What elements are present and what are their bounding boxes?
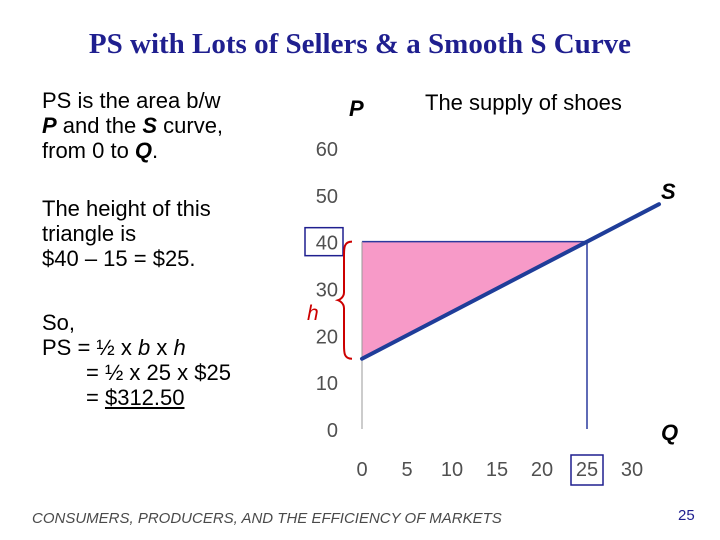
x-tick-label: 30 (621, 459, 643, 481)
y-tick-label: 30 (316, 280, 338, 302)
x-tick-label: 0 (356, 459, 367, 481)
y-tick-label: 20 (316, 326, 338, 348)
ps-definition-line-2: P and the S curve, (42, 113, 224, 138)
s-curve-label: S (661, 179, 676, 204)
footer-text: CONSUMERS, PRODUCERS, AND THE EFFICIENCY… (32, 510, 502, 527)
ps-definition-line-3: from 0 to Q. (42, 138, 159, 163)
slide-title: PS with Lots of Sellers & a Smooth S Cur… (88, 28, 632, 60)
supply-curve-0 (360, 202, 661, 361)
triangle-height-text: The height of this triangle is $40 – 15 … (42, 196, 211, 271)
triangle-height-line-2: triangle is (42, 221, 137, 246)
ps-calculation-text: So, PS = ½ x b x h = ½ x 25 x $25 = $312… (42, 310, 231, 410)
triangle-height-line-3: $40 – 15 = $25. (42, 246, 196, 271)
p-axis-label: P (349, 96, 364, 121)
ps-calc-line-2: PS = ½ x b x h (42, 335, 186, 360)
graph-title: The supply of shoes (425, 90, 622, 115)
q-axis-label: Q (661, 420, 678, 445)
quantity-tick-highlight (570, 454, 604, 486)
h-label: h (307, 302, 319, 325)
ps-definition-text: PS is the area b/w P and the S curve, fr… (42, 88, 223, 163)
highlight-layer (304, 226, 604, 486)
triangle-height-line-1: The height of this (42, 196, 211, 221)
page-number: 25 (678, 507, 695, 524)
x-tick-label: 20 (531, 459, 553, 481)
x-tick-label: 25 (576, 459, 598, 481)
price-tick-highlight (304, 226, 344, 257)
h-brace (334, 240, 353, 360)
series-layer (360, 202, 661, 361)
ps-calc-line-4: = $312.50 (86, 385, 185, 410)
y-tick-label: 10 (316, 373, 338, 395)
y-tick-label: 40 (316, 233, 338, 255)
x-tick-label: 10 (441, 459, 463, 481)
x-tick-label: 5 (401, 459, 412, 481)
ps-calc-line-3: = ½ x 25 x $25 (86, 360, 231, 385)
ps-calc-line-1: So, (42, 310, 76, 335)
y-tick-label: 0 (327, 420, 338, 442)
x-tick-label: 15 (486, 459, 508, 481)
ticks-layer: 0 10 20 30 40 50 60 0 5 10 15 20 25 30 (316, 139, 643, 481)
y-tick-label: 60 (316, 139, 338, 161)
guide-lines-layer (361, 240, 588, 429)
ps-definition-line-1: PS is the area b/w (42, 88, 221, 113)
y-tick-label: 50 (316, 186, 338, 208)
